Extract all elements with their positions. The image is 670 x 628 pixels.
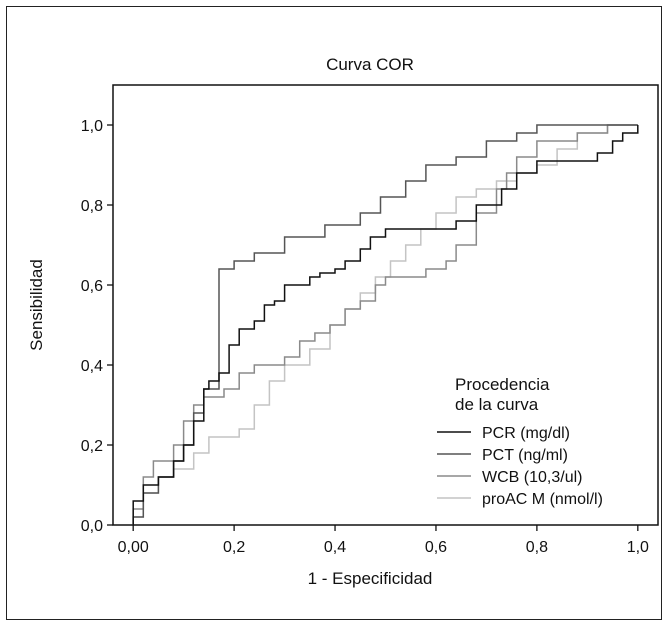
legend-title-line1: Procedencia	[455, 375, 550, 394]
x-tick-label: 1,0	[627, 539, 649, 556]
x-axis-label: 1 - Especificidad	[308, 569, 433, 588]
y-tick-label: 1,0	[81, 118, 103, 135]
roc-curve-1	[132, 124, 638, 525]
figure-frame	[6, 6, 662, 620]
legend-entry: WCB (10,3/ul)	[482, 469, 582, 486]
axis-ticks: 0,00 0,2 0,4 0,6 0,8 1,0 0,0 0,2 0,4 0,6 0,8 1,0	[81, 118, 649, 556]
roc-curve-3	[132, 124, 638, 525]
y-tick-label: 0,4	[81, 358, 103, 375]
legend-title-line2: de la curva	[455, 395, 539, 414]
roc-curves	[132, 124, 639, 525]
x-tick-label: 0,8	[526, 539, 548, 556]
roc-curve-0	[132, 125, 639, 525]
legend-entry: PCR (mg/dl)	[482, 425, 570, 442]
chart-title: Curva COR	[326, 55, 414, 74]
legend-entry: proAC M (nmol/l)	[482, 491, 603, 508]
x-tick-label: 0,00	[118, 539, 149, 556]
legend-entry: PCT (ng/ml)	[482, 447, 568, 464]
roc-curve-2	[132, 124, 638, 525]
x-tick-label: 0,2	[223, 539, 245, 556]
y-tick-label: 0,8	[81, 198, 103, 215]
x-tick-label: 0,6	[425, 539, 447, 556]
legend: Procedencia de la curva PCR (mg/dl) PCT (…	[437, 375, 603, 508]
y-axis-label: Sensibilidad	[27, 259, 46, 351]
y-tick-label: 0,2	[81, 438, 103, 455]
y-tick-label: 0,6	[81, 278, 103, 295]
x-tick-label: 0,4	[324, 539, 346, 556]
y-tick-label: 0,0	[81, 518, 103, 535]
plot-area	[112, 84, 659, 526]
